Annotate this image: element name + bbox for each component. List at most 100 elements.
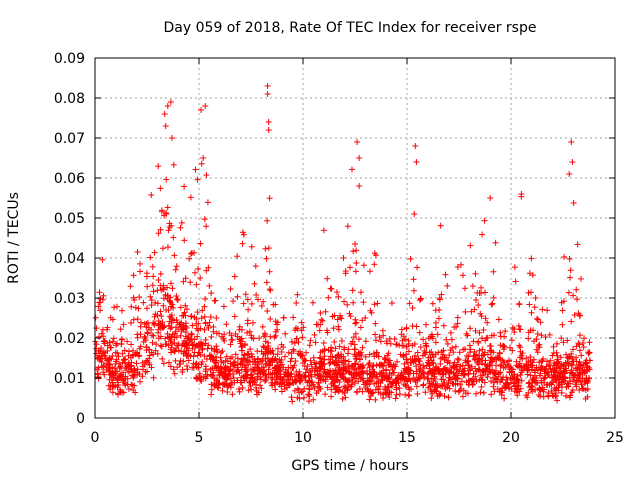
data-point bbox=[332, 389, 339, 396]
data-point bbox=[466, 342, 473, 349]
data-point bbox=[352, 268, 359, 275]
data-point bbox=[148, 192, 155, 199]
data-point bbox=[242, 341, 249, 348]
data-point bbox=[340, 255, 347, 262]
data-point bbox=[272, 301, 279, 308]
data-point bbox=[237, 340, 244, 347]
data-point bbox=[359, 388, 366, 395]
data-point bbox=[107, 314, 114, 321]
data-point bbox=[168, 280, 175, 287]
data-point bbox=[443, 366, 450, 373]
data-point bbox=[125, 348, 132, 355]
data-point bbox=[160, 360, 167, 367]
data-point bbox=[347, 313, 354, 320]
data-point bbox=[407, 377, 414, 384]
data-point bbox=[205, 264, 212, 271]
data-point bbox=[274, 362, 281, 369]
data-point bbox=[335, 351, 342, 358]
data-point bbox=[254, 348, 261, 355]
data-point bbox=[172, 266, 179, 273]
data-point bbox=[325, 346, 332, 353]
data-point bbox=[458, 378, 465, 385]
data-point bbox=[143, 344, 150, 351]
data-point bbox=[333, 386, 340, 393]
data-point bbox=[307, 337, 314, 344]
data-point bbox=[540, 388, 547, 395]
data-point bbox=[253, 291, 260, 298]
data-point bbox=[257, 376, 264, 383]
data-point bbox=[185, 357, 192, 364]
data-point bbox=[490, 294, 497, 301]
data-point bbox=[431, 387, 438, 394]
data-point bbox=[471, 348, 478, 355]
data-point bbox=[160, 324, 167, 331]
data-point bbox=[339, 371, 346, 378]
data-point bbox=[383, 376, 390, 383]
data-point bbox=[569, 159, 576, 165]
data-point bbox=[152, 311, 159, 318]
data-point bbox=[130, 352, 137, 359]
data-point bbox=[461, 365, 468, 372]
data-point bbox=[248, 300, 255, 307]
data-point bbox=[193, 363, 200, 370]
data-point bbox=[194, 352, 201, 359]
data-point bbox=[189, 322, 196, 329]
data-point bbox=[96, 333, 103, 340]
data-point bbox=[95, 303, 102, 310]
data-point bbox=[194, 176, 201, 183]
data-point bbox=[322, 308, 329, 315]
data-point bbox=[564, 337, 571, 344]
data-point bbox=[411, 211, 418, 217]
data-point bbox=[230, 359, 237, 366]
data-point bbox=[135, 305, 142, 312]
data-point bbox=[566, 353, 573, 360]
data-point bbox=[158, 343, 165, 350]
data-point bbox=[131, 382, 138, 389]
data-point bbox=[262, 245, 269, 252]
data-point bbox=[98, 359, 105, 366]
data-point bbox=[258, 302, 265, 309]
data-point bbox=[195, 320, 202, 327]
data-point bbox=[473, 390, 480, 397]
data-point bbox=[199, 346, 206, 353]
data-point bbox=[161, 323, 168, 330]
data-point bbox=[168, 303, 175, 310]
data-point bbox=[499, 376, 506, 383]
data-point bbox=[168, 222, 175, 229]
data-point bbox=[469, 283, 476, 290]
data-point bbox=[333, 362, 340, 369]
data-point bbox=[177, 357, 184, 364]
data-point bbox=[468, 308, 475, 315]
data-point bbox=[552, 392, 559, 399]
data-point bbox=[198, 160, 205, 167]
data-point bbox=[131, 365, 138, 372]
data-point bbox=[240, 231, 247, 238]
data-point bbox=[484, 351, 491, 358]
data-point bbox=[327, 374, 334, 381]
data-point bbox=[344, 387, 351, 394]
data-point bbox=[353, 247, 360, 254]
data-point bbox=[262, 361, 269, 368]
data-point bbox=[398, 326, 405, 333]
data-point bbox=[269, 347, 276, 354]
data-point bbox=[179, 366, 186, 373]
data-point bbox=[118, 307, 125, 314]
data-point bbox=[180, 358, 187, 365]
data-point bbox=[352, 353, 359, 360]
data-point bbox=[213, 343, 220, 350]
data-point bbox=[335, 293, 342, 300]
data-point bbox=[403, 351, 410, 358]
data-point bbox=[366, 268, 373, 275]
data-point bbox=[377, 338, 384, 345]
data-point bbox=[199, 358, 206, 365]
data-point bbox=[292, 325, 299, 332]
data-point bbox=[506, 369, 513, 376]
data-point bbox=[375, 386, 382, 393]
data-point bbox=[93, 325, 100, 332]
data-point bbox=[365, 388, 372, 395]
data-point bbox=[574, 296, 581, 303]
data-point bbox=[576, 341, 583, 348]
data-point bbox=[396, 391, 403, 398]
data-point bbox=[223, 353, 230, 360]
data-point bbox=[392, 395, 399, 402]
